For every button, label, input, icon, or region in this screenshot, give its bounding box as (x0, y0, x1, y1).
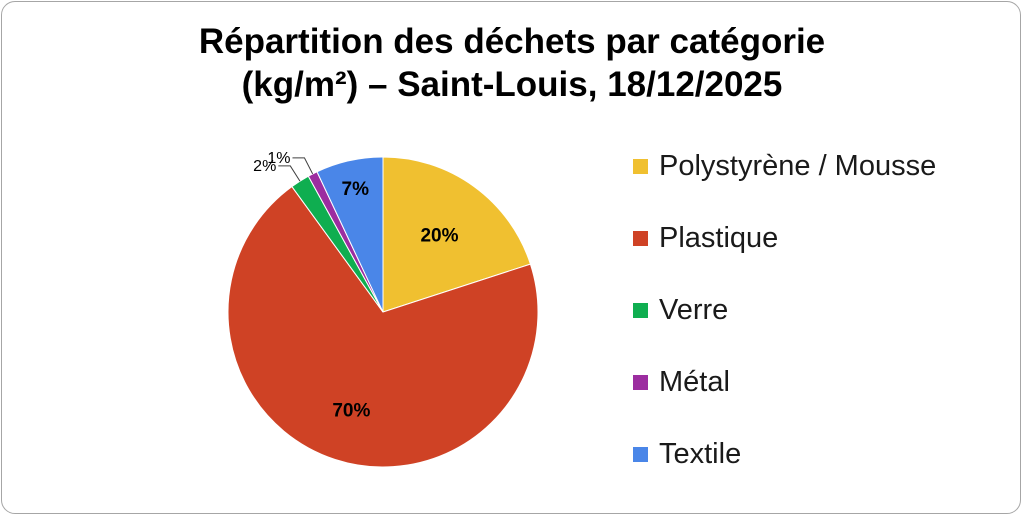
legend-item-metal: Métal (633, 362, 730, 402)
leader-line-verre (278, 165, 301, 182)
chart-title-line-2: (kg/m²) – Saint-Louis, 18/12/2025 (241, 65, 783, 104)
pie-slices (227, 156, 539, 468)
data-label-polystyrene: 20% (420, 225, 458, 246)
legend-swatch-polystyrene (633, 158, 648, 174)
legend-label-metal: Métal (659, 365, 730, 398)
legend-item-verre: Verre (633, 290, 728, 330)
leader-line-metal (292, 157, 314, 175)
legend-label-plastique: Plastique (659, 221, 779, 254)
chart-title-line-1: Répartition des déchets par catégorie (198, 22, 826, 61)
pie-slice-plastique (227, 185, 539, 468)
pie-slice-textile (316, 156, 384, 313)
data-label-verre: 2% (253, 158, 276, 175)
legend-item-polystyrene: Polystyrène / Mousse (633, 146, 936, 186)
data-label-textile: 7% (342, 179, 370, 200)
data-label-metal: 1% (267, 150, 290, 167)
legend-swatch-textile (633, 446, 648, 462)
leader-lines (278, 157, 314, 182)
legend-item-textile: Textile (633, 434, 741, 474)
legend-swatch-verre (633, 302, 648, 318)
pie-slice-polystyrene (382, 156, 532, 313)
legend-label-textile: Textile (659, 437, 742, 470)
legend-label-verre: Verre (659, 293, 729, 326)
legend-item-plastique: Plastique (633, 218, 778, 258)
legend-swatch-metal (633, 374, 648, 390)
data-label-plastique: 70% (332, 400, 370, 421)
data-labels: 20% 70% 2%1% 7% (253, 150, 458, 421)
legend-label-polystyrene: Polystyrène / Mousse (659, 149, 937, 182)
legend-swatch-plastique (633, 230, 648, 246)
chart-title: Répartition des déchets par catégorie (k… (0, 20, 1024, 106)
